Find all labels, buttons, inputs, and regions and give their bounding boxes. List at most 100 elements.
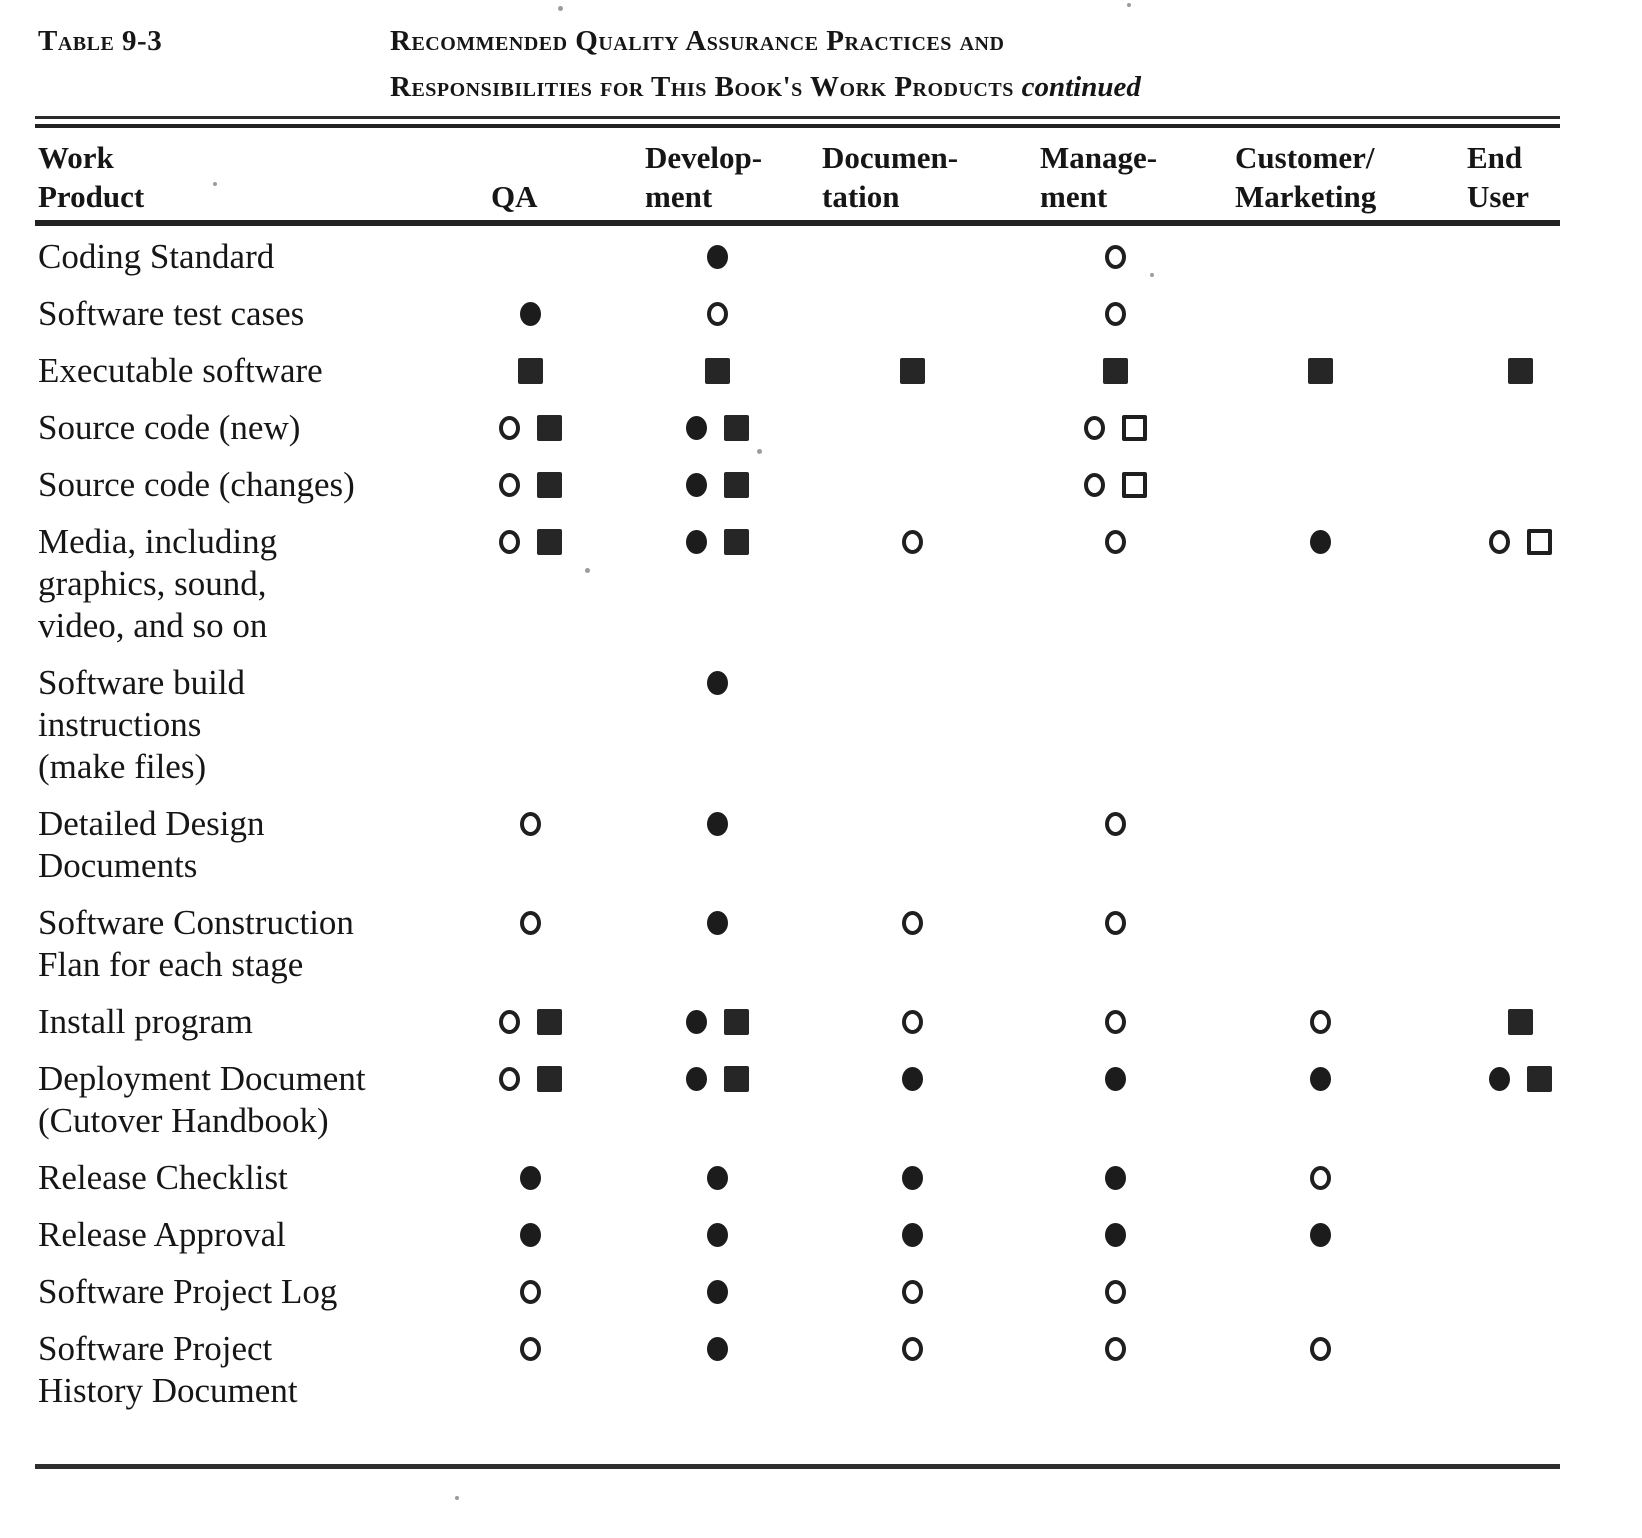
cell-documentation <box>815 902 1010 944</box>
cell-development <box>620 350 815 392</box>
table-row: Software build instructions (make files) <box>0 662 1620 788</box>
open-square-icon <box>1526 529 1552 555</box>
open-circle-icon <box>902 1010 923 1034</box>
column-header-end-user: End User <box>1467 140 1529 214</box>
table-row: Executable software <box>0 350 1620 392</box>
cell-qa <box>440 1271 620 1313</box>
cell-documentation <box>815 662 1010 704</box>
filled-circle-icon <box>686 473 707 497</box>
cell-qa <box>440 902 620 944</box>
cell-qa <box>440 1058 620 1100</box>
cell-documentation <box>815 1271 1010 1313</box>
cell-end-user <box>1420 350 1620 392</box>
cell-management <box>1010 1271 1220 1313</box>
table-bottom-rule <box>35 1464 1560 1469</box>
filled-circle-icon <box>686 1067 707 1091</box>
open-circle-icon <box>519 1280 541 1304</box>
filled-square-icon <box>536 1066 562 1092</box>
filled-circle-icon <box>686 1010 707 1034</box>
cell-end-user <box>1420 464 1620 506</box>
open-circle-icon <box>498 1010 520 1034</box>
cell-development <box>620 1271 815 1313</box>
cell-end-user <box>1420 236 1620 278</box>
cell-management <box>1010 1001 1220 1043</box>
filled-square-icon <box>724 1066 749 1092</box>
cell-end-user <box>1420 407 1620 449</box>
filled-circle-icon <box>902 1067 923 1091</box>
open-circle-icon <box>902 1337 923 1361</box>
cell-customer-marketing <box>1220 464 1420 506</box>
filled-square-icon <box>536 415 562 441</box>
filled-circle-icon <box>707 671 728 695</box>
cell-customer-marketing <box>1220 350 1420 392</box>
open-circle-icon <box>1309 1166 1331 1190</box>
filled-square-icon <box>1526 1066 1552 1092</box>
filled-square-icon <box>1507 1009 1533 1035</box>
filled-circle-icon <box>1104 1067 1126 1091</box>
filled-circle-icon <box>686 530 707 554</box>
open-circle-icon <box>1104 1280 1126 1304</box>
work-product-label: Release Approval <box>38 1215 286 1254</box>
cell-development <box>620 236 815 278</box>
open-circle-icon <box>498 473 520 497</box>
cell-customer-marketing <box>1220 1271 1420 1313</box>
cell-documentation <box>815 1157 1010 1199</box>
cell-qa <box>440 1157 620 1199</box>
work-product-label: Install program <box>38 1002 253 1041</box>
cell-qa <box>440 803 620 845</box>
cell-customer-marketing <box>1220 1157 1420 1199</box>
table-row: Detailed Design Documents <box>0 803 1620 887</box>
cell-end-user <box>1420 1271 1620 1313</box>
cell-end-user <box>1420 902 1620 944</box>
cell-end-user <box>1420 1328 1620 1370</box>
cell-customer-marketing <box>1220 902 1420 944</box>
table-row: Software Project History Document <box>0 1328 1620 1412</box>
scan-speck <box>213 182 217 186</box>
cell-management <box>1010 662 1220 704</box>
cell-development <box>620 1214 815 1256</box>
filled-square-icon <box>705 358 730 384</box>
filled-circle-icon <box>1309 1223 1331 1247</box>
cell-qa <box>440 407 620 449</box>
work-product-label: Software Project History Document <box>38 1329 298 1410</box>
table-row: Media, including graphics, sound, video,… <box>0 521 1620 647</box>
cell-development <box>620 1058 815 1100</box>
table-row: Deployment Document (Cutover Handbook) <box>0 1058 1620 1142</box>
column-header-qa: QA <box>491 179 538 214</box>
open-circle-icon <box>498 1067 520 1091</box>
open-circle-icon <box>902 530 923 554</box>
cell-end-user <box>1420 1058 1620 1100</box>
filled-square-icon <box>536 529 562 555</box>
cell-documentation <box>815 293 1010 335</box>
cell-end-user <box>1420 1214 1620 1256</box>
scan-speck <box>1150 273 1154 277</box>
filled-circle-icon <box>1309 530 1331 554</box>
cell-documentation <box>815 1214 1010 1256</box>
open-circle-icon <box>498 416 520 440</box>
filled-square-icon <box>900 358 925 384</box>
cell-customer-marketing <box>1220 407 1420 449</box>
table-row: Source code (new) <box>0 407 1620 449</box>
cell-development <box>620 521 815 563</box>
column-header-documentation: Documen- tation <box>822 140 959 214</box>
cell-customer-marketing <box>1220 1001 1420 1043</box>
open-circle-icon <box>1104 911 1126 935</box>
table-title-bar: Table 9-3 Recommended Quality Assurance … <box>0 0 1642 110</box>
filled-square-icon <box>724 415 749 441</box>
filled-circle-icon <box>519 1166 541 1190</box>
filled-circle-icon <box>707 1337 728 1361</box>
work-product-label: Software build instructions (make files) <box>38 663 246 786</box>
cell-customer-marketing <box>1220 803 1420 845</box>
cell-qa <box>440 521 620 563</box>
table-row: Coding Standard <box>0 236 1620 278</box>
open-circle-icon <box>902 911 923 935</box>
scan-speck <box>585 568 590 573</box>
cell-development <box>620 1328 815 1370</box>
cell-development <box>620 1001 815 1043</box>
filled-circle-icon <box>707 245 728 269</box>
filled-circle-icon <box>707 1166 728 1190</box>
work-product-label: Deployment Document (Cutover Handbook) <box>38 1059 366 1140</box>
cell-development <box>620 293 815 335</box>
cell-qa <box>440 1001 620 1043</box>
table-row: Software test cases <box>0 293 1620 335</box>
